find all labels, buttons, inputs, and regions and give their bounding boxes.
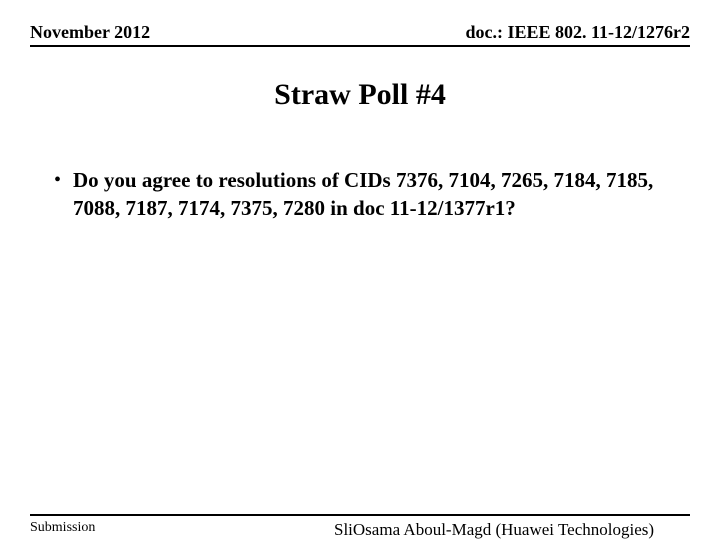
slide-footer: Submission SliOsama Aboul-Magd (Huawei T… (30, 514, 690, 518)
footer-submission: Submission (30, 520, 95, 536)
slide-body: • Do you agree to resolutions of CIDs 73… (52, 166, 668, 222)
footer-slide-prefix: Sli (334, 520, 353, 539)
slide-title: Straw Poll #4 (0, 78, 720, 112)
slide-header: November 2012 doc.: IEEE 802. 11-12/1276… (30, 22, 690, 47)
bullet-item: • Do you agree to resolutions of CIDs 73… (52, 166, 668, 222)
bullet-text: Do you agree to resolutions of CIDs 7376… (73, 166, 668, 222)
header-doc-ref: doc.: IEEE 802. 11-12/1276r2 (465, 22, 690, 43)
bullet-marker-icon: • (54, 166, 61, 194)
footer-overlap-group: SliOsama Aboul-Magd (Huawei Technologies… (334, 520, 654, 540)
footer-author: Osama Aboul-Magd (Huawei Technologies) (353, 520, 654, 539)
slide: November 2012 doc.: IEEE 802. 11-12/1276… (0, 0, 720, 540)
header-date: November 2012 (30, 22, 150, 43)
